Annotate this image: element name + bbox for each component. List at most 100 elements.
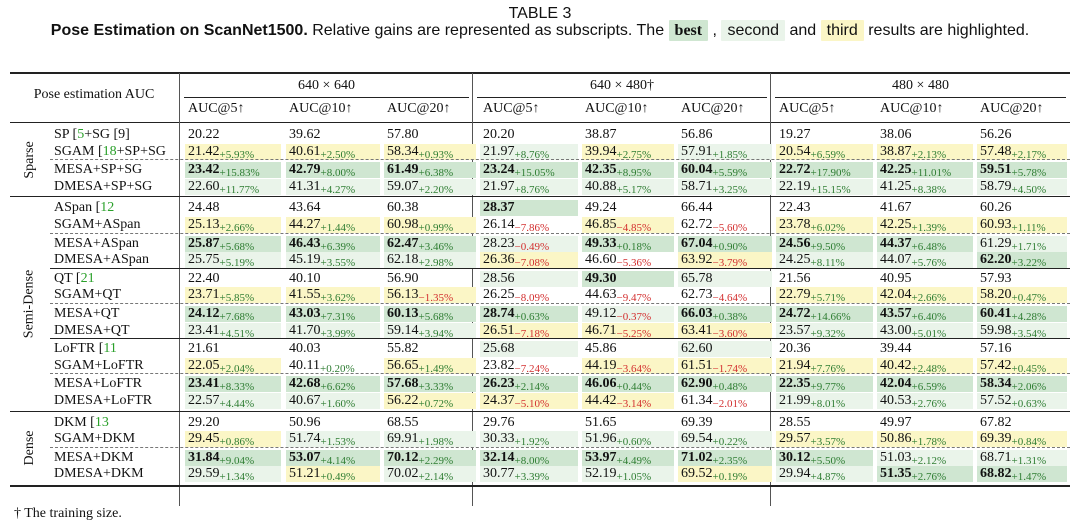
score-cell: 53.07+4.14% bbox=[289, 450, 355, 467]
highlight-cell bbox=[977, 322, 1067, 339]
score-value: 66.44 bbox=[681, 200, 713, 216]
column-divider bbox=[179, 73, 180, 506]
score-cell: 49.24 bbox=[585, 200, 617, 216]
score-value: 43.57 bbox=[880, 306, 912, 321]
highlight-cell bbox=[977, 217, 1067, 233]
score-cell: 21.42+5.93% bbox=[188, 143, 254, 161]
highlight-cell bbox=[678, 376, 772, 393]
method-name: DMESA+SP+SG bbox=[54, 178, 153, 194]
relative-gain: −4.85% bbox=[616, 222, 652, 234]
score-value: 28.56 bbox=[483, 270, 515, 286]
score-cell: 46.06+0.44% bbox=[585, 376, 651, 393]
highlight-cell bbox=[286, 466, 380, 483]
highlight-cell bbox=[185, 376, 281, 393]
relative-gain: −1.74% bbox=[712, 362, 748, 375]
relative-gain: +6.59% bbox=[810, 148, 846, 161]
score-value: 41.70 bbox=[289, 322, 321, 338]
score-cell: 56.86 bbox=[681, 127, 713, 143]
score-cell: 51.35+2.76% bbox=[880, 466, 946, 483]
highlight-cell bbox=[582, 376, 674, 393]
score-value: 71.02 bbox=[681, 449, 713, 465]
score-value: 59.51 bbox=[980, 162, 1012, 178]
score-value: 24.25 bbox=[779, 252, 811, 268]
highlight-cell bbox=[877, 287, 973, 304]
score-value: 22.35 bbox=[779, 376, 811, 392]
metric-header: AUC@10↑ bbox=[880, 101, 944, 116]
score-value: 53.97 bbox=[585, 449, 617, 465]
highlight-cell bbox=[977, 162, 1067, 179]
score-cell: 22.60+11.77% bbox=[188, 179, 259, 196]
score-value: 51.21 bbox=[289, 466, 321, 482]
score-value: 29.94 bbox=[779, 466, 811, 482]
relative-gain: +2.66% bbox=[219, 222, 255, 234]
relative-gain: +0.63% bbox=[514, 311, 550, 323]
score-value: 42.04 bbox=[880, 376, 912, 392]
score-value: 51.74 bbox=[289, 431, 321, 447]
highlight-cell bbox=[384, 178, 476, 195]
relative-gain: +7.68% bbox=[219, 311, 255, 323]
score-value: 21.97 bbox=[483, 178, 515, 194]
score-cell: 23.41+4.51% bbox=[188, 323, 254, 340]
score-value: 57.68 bbox=[387, 376, 419, 392]
score-value: 60.93 bbox=[980, 217, 1012, 232]
block-separator bbox=[50, 303, 1070, 304]
highlight-cell bbox=[286, 449, 380, 466]
score-cell: 30.77+3.39% bbox=[483, 466, 549, 483]
score-cell: 21.94+7.76% bbox=[779, 358, 846, 375]
score-value: 29.59 bbox=[188, 466, 220, 482]
score-cell: 57.42+0.45% bbox=[980, 358, 1046, 375]
score-value: 46.85 bbox=[585, 217, 617, 232]
relative-gain: +0.20% bbox=[319, 362, 355, 375]
score-value: 60.41 bbox=[980, 306, 1012, 321]
highlight-cell bbox=[877, 178, 973, 195]
relative-gain: +5.17% bbox=[616, 183, 652, 196]
highlight-cell bbox=[286, 235, 380, 252]
score-cell: 21.99+8.01% bbox=[779, 393, 845, 410]
score-cell: 61.49+6.38% bbox=[387, 162, 453, 179]
score-cell: 67.82 bbox=[980, 415, 1012, 431]
relative-gain: +3.54% bbox=[1011, 327, 1047, 340]
score-cell: 22.79+5.71% bbox=[779, 287, 845, 304]
highlight-cell bbox=[185, 466, 281, 483]
highlight-cell bbox=[678, 143, 772, 160]
score-value: 29.76 bbox=[483, 414, 515, 430]
highlight-cell bbox=[286, 178, 380, 195]
highlight-cell bbox=[480, 235, 578, 252]
relative-gain: −4.64% bbox=[712, 292, 748, 305]
highlight-cell bbox=[480, 252, 578, 269]
score-value: 21.99 bbox=[779, 393, 811, 408]
relative-gain: +5.59% bbox=[712, 167, 748, 180]
relative-gain: +1.92% bbox=[514, 436, 550, 449]
score-value: 26.23 bbox=[483, 376, 515, 392]
highlight-cell bbox=[384, 287, 476, 304]
highlight-cell bbox=[480, 306, 578, 322]
score-cell: 44.19−3.64% bbox=[585, 358, 651, 375]
group-underline bbox=[184, 97, 469, 98]
score-value: 40.10 bbox=[289, 270, 321, 286]
highlight-cell bbox=[977, 393, 1067, 409]
metric-header: AUC@20↑ bbox=[387, 101, 451, 116]
score-value: 61.34 bbox=[681, 393, 713, 408]
score-value: 69.39 bbox=[980, 431, 1012, 447]
relative-gain: +1.34% bbox=[219, 471, 255, 484]
section-label: Dense bbox=[22, 430, 38, 466]
score-value: 61.49 bbox=[387, 162, 419, 178]
score-value: 22.40 bbox=[188, 270, 220, 286]
relative-gain: +0.72% bbox=[418, 398, 454, 410]
relative-gain: +7.76% bbox=[810, 362, 846, 375]
row-header-label: Pose estimation AUC bbox=[33, 87, 155, 102]
relative-gain: +2.48% bbox=[911, 362, 947, 375]
caption-and: and bbox=[785, 22, 821, 39]
score-value: 30.77 bbox=[483, 466, 515, 482]
score-value: 40.95 bbox=[880, 270, 912, 286]
relative-gain: +5.50% bbox=[810, 454, 846, 467]
score-cell: 28.55 bbox=[779, 415, 811, 431]
score-cell: 21.61 bbox=[188, 341, 220, 357]
score-cell: 55.82 bbox=[387, 341, 419, 357]
highlight-cell bbox=[977, 357, 1067, 374]
score-cell: 24.72+14.66% bbox=[779, 306, 851, 323]
score-cell: 46.71−5.25% bbox=[585, 323, 651, 340]
score-value: 21.42 bbox=[188, 143, 220, 159]
highlight-cell bbox=[185, 143, 281, 160]
relative-gain: +8.11% bbox=[810, 257, 845, 270]
